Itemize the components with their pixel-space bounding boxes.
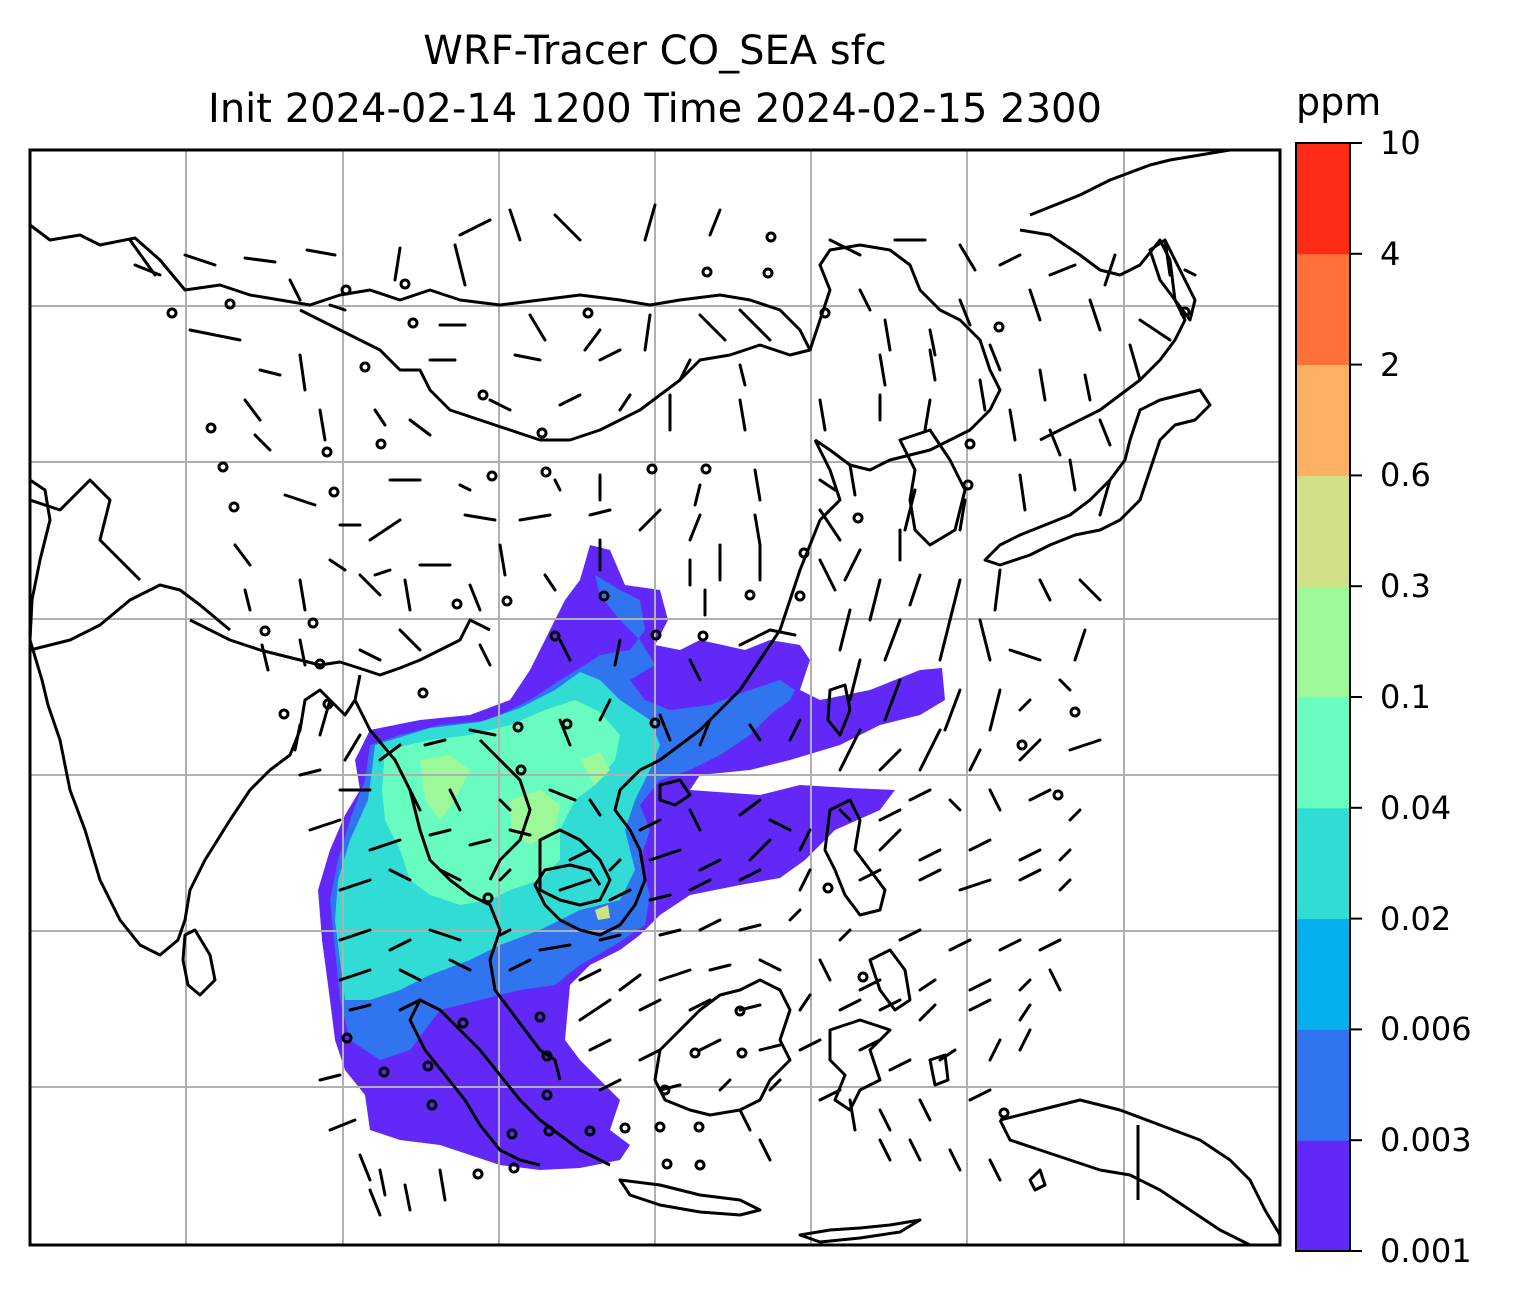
colorbar-segment bbox=[1296, 807, 1350, 920]
plume-level-6 bbox=[595, 905, 610, 920]
colorbar-tick-label: 0.02 bbox=[1380, 899, 1452, 938]
colorbar-unit-label: ppm bbox=[1296, 80, 1382, 124]
colorbar bbox=[1295, 142, 1362, 1252]
plume-level-5 bbox=[420, 755, 470, 820]
colorbar-segment bbox=[1296, 1140, 1350, 1252]
colorbar-segment bbox=[1296, 697, 1350, 809]
colorbar-tick-label: 0.6 bbox=[1380, 456, 1431, 495]
map-frame bbox=[28, 148, 1282, 1247]
colorbar-segment bbox=[1296, 364, 1350, 476]
map-title-line1: WRF-Tracer CO_SEA sfc bbox=[423, 28, 887, 74]
plume-level-5c bbox=[580, 752, 610, 785]
colorbar-tick-label: 0.04 bbox=[1380, 788, 1452, 827]
colorbar-segments bbox=[1296, 143, 1350, 1252]
colorbar-tick-label: 0.001 bbox=[1380, 1232, 1472, 1270]
colorbar-segment bbox=[1296, 253, 1350, 366]
colorbar-segment bbox=[1296, 918, 1350, 1030]
colorbar-tick-label: 0.003 bbox=[1380, 1121, 1472, 1160]
map-title-line2: Init 2024-02-14 1200 Time 2024-02-15 230… bbox=[208, 86, 1102, 132]
colorbar-segment bbox=[1296, 475, 1350, 587]
colorbar-tick-label: 10 bbox=[1380, 124, 1421, 162]
colorbar-segment bbox=[1296, 586, 1350, 698]
tracer-plume bbox=[318, 545, 945, 1170]
colorbar-ticks bbox=[1350, 142, 1362, 1252]
colorbar-tick-label: 4 bbox=[1380, 234, 1401, 273]
colorbar-tick-label: 0.1 bbox=[1380, 678, 1431, 716]
wind-barbs bbox=[128, 203, 1197, 1217]
colorbar-segment bbox=[1296, 143, 1350, 255]
colorbar-tick-label: 0.3 bbox=[1380, 567, 1431, 606]
calm-wind-markers bbox=[166, 231, 1191, 1180]
colorbar-tick-label: 2 bbox=[1380, 345, 1401, 384]
colorbar-segment bbox=[1296, 1029, 1350, 1141]
colorbar-tick-label: 0.006 bbox=[1380, 1010, 1472, 1049]
